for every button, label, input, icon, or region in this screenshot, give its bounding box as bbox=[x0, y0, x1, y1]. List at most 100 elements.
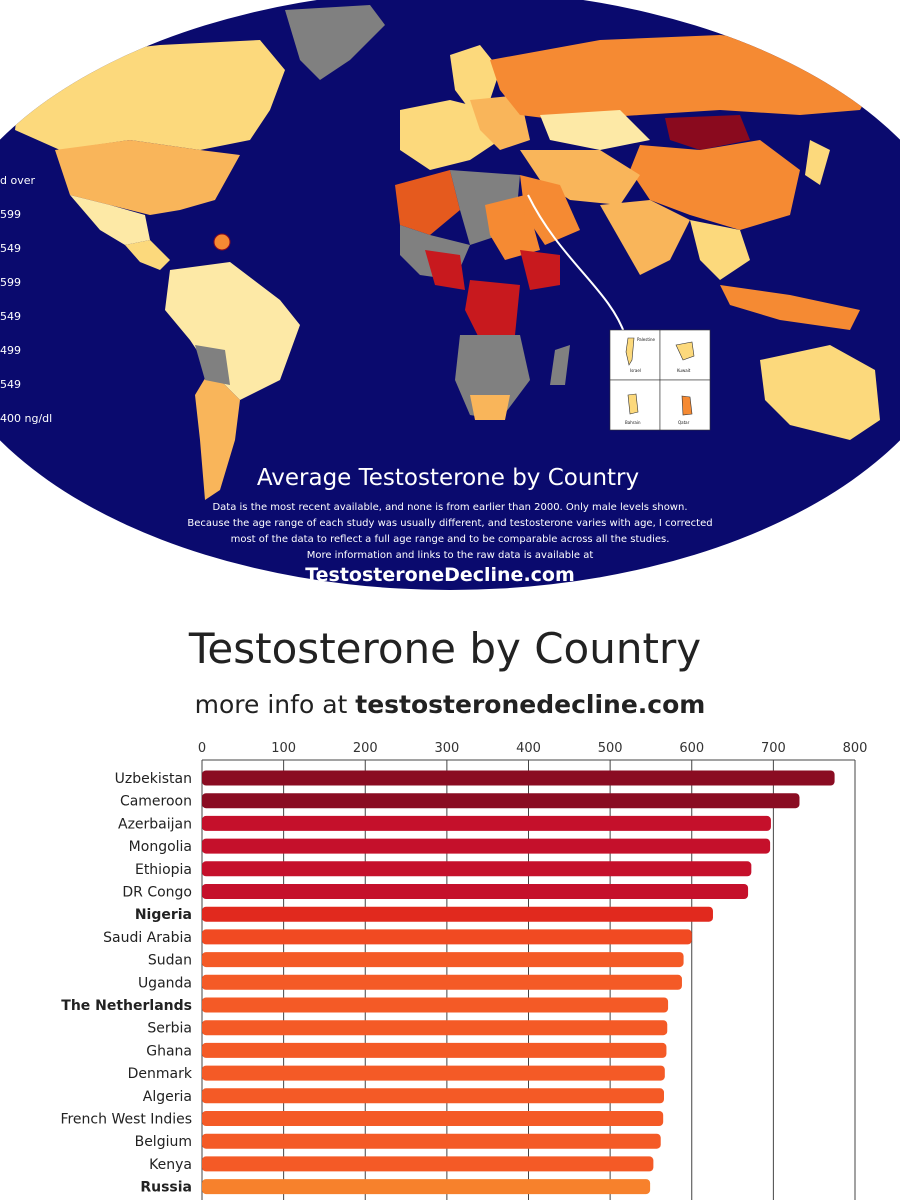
bar bbox=[202, 815, 771, 831]
bar bbox=[202, 974, 682, 990]
caribbean-dot bbox=[213, 233, 231, 251]
bar bbox=[202, 1020, 668, 1036]
category-label: Uganda bbox=[138, 975, 192, 991]
bar bbox=[202, 884, 749, 899]
category-label: The Netherlands bbox=[61, 998, 192, 1014]
bar bbox=[202, 1088, 664, 1104]
nigeria-cameroon bbox=[425, 250, 465, 290]
category-label: Ghana bbox=[146, 1043, 192, 1059]
x-tick-label: 500 bbox=[598, 741, 623, 756]
x-tick-label: 0 bbox=[198, 741, 206, 756]
x-tick-label: 200 bbox=[353, 741, 378, 756]
inset-label: Kuwait bbox=[677, 368, 691, 373]
bar bbox=[202, 906, 713, 922]
bar bbox=[202, 952, 684, 968]
inset-label: Qatar bbox=[678, 420, 690, 425]
bar-chart: 0 100 200 300 400 500 600 700 800 Uzbekistan Came… bbox=[60, 741, 868, 1200]
x-tick-label: 100 bbox=[271, 741, 296, 756]
bar bbox=[202, 793, 800, 809]
bars bbox=[202, 770, 835, 1195]
bolivia-paraguay bbox=[195, 345, 230, 385]
bar bbox=[202, 929, 692, 945]
category-label: Algeria bbox=[143, 1089, 192, 1105]
category-label: Belgium bbox=[135, 1134, 192, 1150]
map-legend-label: 549 bbox=[0, 310, 21, 323]
india bbox=[600, 200, 690, 275]
category-label: Mongolia bbox=[129, 839, 192, 855]
bar bbox=[202, 1065, 665, 1081]
map-legend-label: 400 ng/dl bbox=[0, 412, 53, 425]
south-africa bbox=[470, 395, 510, 420]
arabia bbox=[520, 175, 580, 245]
inset-israel bbox=[609, 329, 661, 381]
mongolia bbox=[665, 115, 750, 150]
chart-subtitle-site: testosteronedecline.com bbox=[355, 690, 706, 719]
category-label: Azerbaijan bbox=[118, 816, 192, 832]
chart-subtitle: more info at testosteronedecline.com bbox=[0, 690, 900, 719]
category-label: French West Indies bbox=[60, 1112, 192, 1128]
bar bbox=[202, 997, 669, 1013]
map-legend-label: 549 bbox=[0, 242, 21, 255]
japan bbox=[805, 140, 830, 185]
ethiopia bbox=[520, 250, 560, 290]
inset-arrow bbox=[527, 194, 626, 336]
x-tick-label: 300 bbox=[434, 741, 459, 756]
north-africa-west bbox=[395, 170, 460, 235]
category-label: Serbia bbox=[147, 1021, 192, 1037]
category-label: Denmark bbox=[128, 1066, 193, 1082]
greenland bbox=[285, 5, 385, 80]
inset-label: Palestine bbox=[637, 337, 656, 342]
category-label: Nigeria bbox=[135, 907, 192, 923]
chart-title: Testosterone by Country bbox=[188, 624, 702, 673]
bar bbox=[202, 1156, 654, 1172]
dr-congo bbox=[465, 280, 520, 340]
map-legend-label: 599 bbox=[0, 276, 21, 289]
bar bbox=[202, 770, 835, 786]
kazakhstan bbox=[540, 110, 650, 150]
inset-label: Israel bbox=[630, 368, 641, 373]
category-label: Ethiopia bbox=[135, 862, 192, 878]
inset-boxes: Palestine Israel Kuwait Bahrain Qatar bbox=[609, 329, 711, 431]
bar bbox=[202, 861, 752, 877]
map-note: most of the data to reflect a full age r… bbox=[230, 534, 670, 545]
map-legend-label: 549 bbox=[0, 378, 21, 391]
x-tick-label: 800 bbox=[843, 741, 868, 756]
x-tick-label: 600 bbox=[679, 741, 704, 756]
world-map: Palestine Israel Kuwait Bahrain Qatar bbox=[0, 0, 900, 590]
south-america-north bbox=[165, 262, 300, 400]
chart-subtitle-prefix: more info at bbox=[194, 690, 356, 719]
indonesia bbox=[720, 285, 860, 330]
map-version: v7 - 10/12/23 bbox=[678, 571, 752, 582]
southeast-asia bbox=[690, 220, 750, 280]
bar bbox=[202, 838, 771, 854]
china bbox=[630, 140, 800, 230]
bar bbox=[202, 1111, 664, 1126]
madagascar bbox=[550, 345, 570, 385]
map-note: Data is the most recent available, and n… bbox=[212, 502, 688, 513]
category-labels: Uzbekistan Cameroon Azerbaijan Mongolia Ethi… bbox=[60, 771, 192, 1196]
x-axis-ticks: 0 100 200 300 400 500 600 700 800 bbox=[198, 741, 868, 756]
map-note: More information and links to the raw da… bbox=[306, 550, 594, 561]
category-label: Sudan bbox=[148, 953, 192, 969]
category-label: Kenya bbox=[149, 1157, 192, 1173]
australia bbox=[760, 345, 880, 440]
category-label: Cameroon bbox=[120, 794, 192, 810]
argentina bbox=[195, 370, 240, 500]
scandinavia bbox=[450, 45, 500, 110]
canada-alaska bbox=[15, 40, 285, 150]
x-tick-label: 400 bbox=[516, 741, 541, 756]
map-note: Because the age range of each study was … bbox=[187, 518, 713, 529]
inset-label: Bahrain bbox=[625, 420, 641, 425]
map-legend-label: d over bbox=[0, 174, 36, 187]
category-label: DR Congo bbox=[122, 885, 192, 901]
category-label: Russia bbox=[140, 1180, 192, 1196]
bar bbox=[202, 1133, 661, 1149]
category-label: Saudi Arabia bbox=[103, 930, 192, 946]
western-europe bbox=[400, 100, 500, 170]
map-legend-label: 499 bbox=[0, 344, 21, 357]
middle-east-central-asia bbox=[520, 150, 640, 205]
x-tick-label: 700 bbox=[761, 741, 786, 756]
usa bbox=[55, 140, 240, 215]
category-label: Uzbekistan bbox=[115, 771, 192, 787]
mexico bbox=[70, 195, 150, 245]
